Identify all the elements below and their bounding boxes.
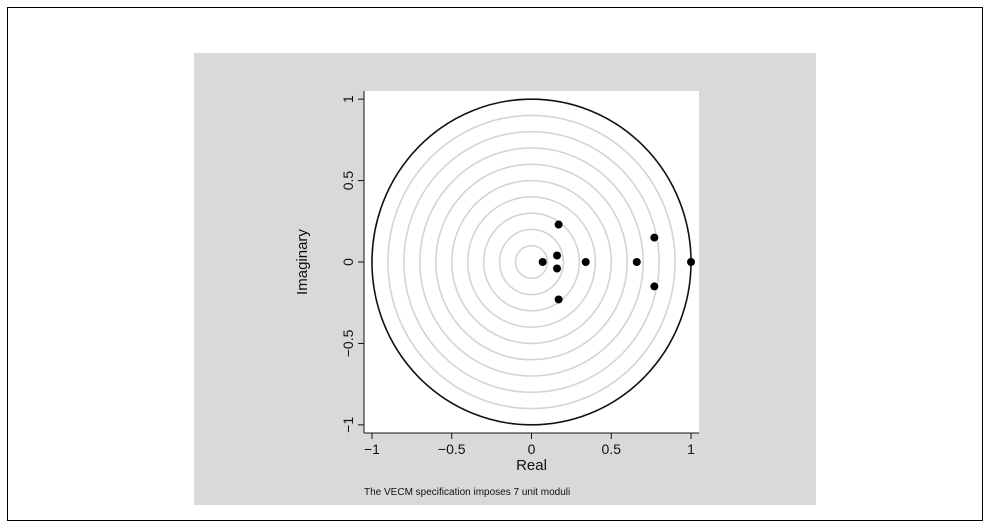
y-tick-label: −1 <box>340 417 356 433</box>
reference-circle-5 <box>450 179 613 345</box>
reference-circle-9 <box>387 114 676 410</box>
reference-circle-6 <box>434 163 629 361</box>
eigenvalue-point-7 <box>554 295 563 304</box>
y-tick-label: 1 <box>340 95 356 103</box>
y-tick-label: 0 <box>340 258 356 266</box>
plot-area <box>364 91 699 433</box>
eigenvalue-point-3 <box>650 282 659 291</box>
reference-circle-8 <box>403 130 660 394</box>
chart-panel: −1 −0.5 0 0.5 1 −1 −0.5 0 0.5 1 Real Imaginary T… <box>194 53 816 505</box>
y-tick-label: 0.5 <box>340 171 356 191</box>
eigenvalue-point-2 <box>650 233 659 242</box>
x-tick-label: 0.5 <box>602 441 622 457</box>
reference-circle-3 <box>482 212 581 312</box>
eigenvalue-point-10 <box>538 258 547 266</box>
reference-circle-7 <box>419 147 644 377</box>
chart-note: The VECM specification imposes 7 unit mo… <box>364 487 570 498</box>
figure-frame: −1 −0.5 0 0.5 1 −1 −0.5 0 0.5 1 Real Imaginary T… <box>7 7 983 521</box>
x-tick-label: −1 <box>364 441 380 457</box>
y-axis-title: Imaginary <box>294 229 311 295</box>
eigenvalue-points <box>538 220 696 304</box>
x-axis-title: Real <box>516 457 547 474</box>
eigenvalue-point-4 <box>632 258 641 266</box>
reference-circle-4 <box>466 196 597 328</box>
eigenvalue-point-9 <box>553 264 562 273</box>
eigenvalue-point-5 <box>581 258 590 266</box>
y-tick-label: −0.5 <box>340 329 356 357</box>
reference-circles <box>387 114 676 410</box>
eigenvalue-point-6 <box>554 220 563 229</box>
x-tick-label: 1 <box>687 441 695 457</box>
reference-circle-2 <box>498 228 565 296</box>
eigenvalue-point-1 <box>687 258 696 266</box>
x-axis-ticks: −1 −0.5 0 0.5 1 <box>364 433 695 457</box>
eigenvalue-point-8 <box>553 251 562 260</box>
x-tick-label: 0 <box>528 441 536 457</box>
y-axis-ticks: −1 −0.5 0 0.5 1 <box>340 95 364 433</box>
eigenvalue-stability-chart: −1 −0.5 0 0.5 1 −1 −0.5 0 0.5 1 Real Imaginary T… <box>294 91 699 498</box>
x-tick-label: −0.5 <box>438 441 466 457</box>
reference-circle-1 <box>514 244 549 280</box>
